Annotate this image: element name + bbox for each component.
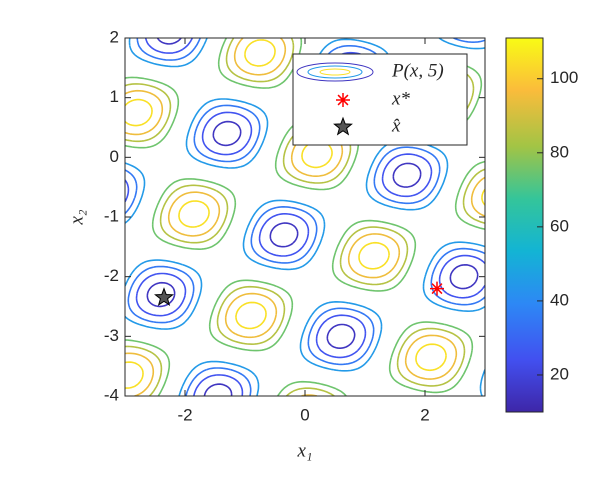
legend-label: P(x, 5)	[391, 60, 444, 81]
y-tick-label: -1	[104, 206, 119, 225]
legend	[292, 53, 468, 146]
legend-label: x*	[391, 88, 410, 109]
colorbar-tick-label: 80	[550, 142, 569, 161]
marker	[154, 287, 174, 306]
colorbar	[505, 37, 544, 413]
legend-contour-icon	[296, 62, 374, 82]
legend-contour-icon	[319, 68, 351, 76]
y-axis-label: x₂	[66, 209, 87, 225]
y-tick-label: -4	[104, 385, 119, 404]
x-tick-label: -2	[177, 405, 192, 424]
legend-label: x̂	[391, 115, 401, 136]
legend-contour-icon	[307, 65, 363, 79]
y-tick-label: 2	[110, 27, 119, 46]
legend-marker	[333, 116, 353, 136]
x-tick-label: 2	[420, 405, 429, 424]
colorbar-tick-label: 40	[550, 290, 569, 309]
x-axis-label: x₁	[296, 440, 312, 461]
colorbar-tick-label: 20	[550, 364, 569, 383]
y-tick-label: -2	[104, 266, 119, 285]
colorbar-tick-label: 60	[550, 216, 569, 235]
x-tick-label: 0	[300, 405, 309, 424]
legend-marker	[336, 93, 350, 107]
marker	[430, 281, 444, 296]
contour-line	[125, 38, 485, 396]
y-tick-label: 0	[110, 147, 119, 166]
y-tick-label: 1	[110, 87, 119, 106]
y-tick-label: -3	[104, 326, 119, 345]
colorbar-tick-label: 100	[550, 68, 578, 87]
